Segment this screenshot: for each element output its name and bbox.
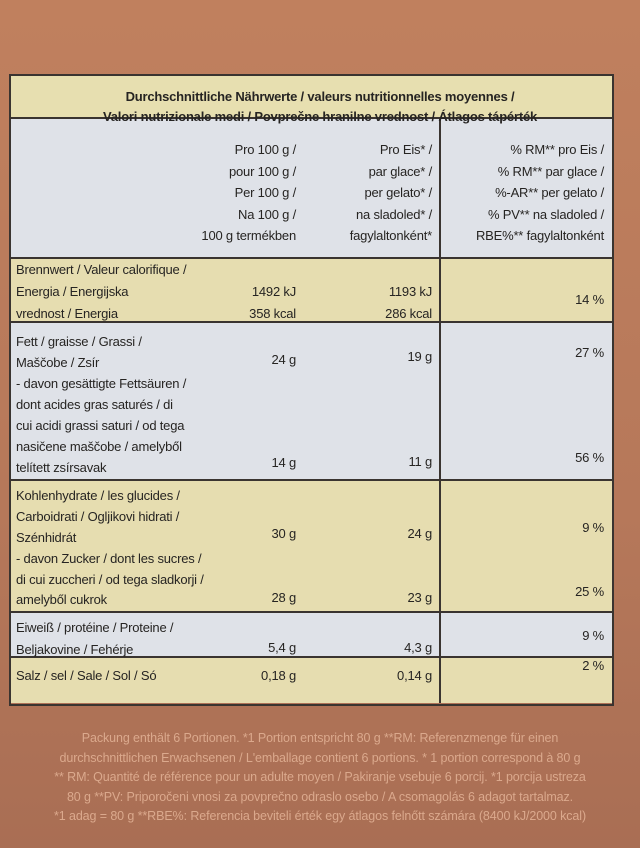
column-rule bbox=[439, 118, 441, 703]
footnote: durchschnittlichen Erwachsenen / L'embal… bbox=[59, 750, 581, 765]
footnote: Packung enthält 6 Portionen. *1 Portion … bbox=[81, 731, 559, 745]
nutrient-label: Maščobe / Zsír bbox=[16, 355, 100, 370]
nutrient-label: Energia / Energijska bbox=[16, 284, 129, 299]
column-header: RBE%** fagylaltonként bbox=[475, 228, 604, 243]
nutrient-value: 0,14 g bbox=[397, 668, 432, 683]
nutrient-label: Carboidrati / Ogljikovi hidrati / bbox=[16, 509, 180, 524]
nutrient-value: 5,4 g bbox=[268, 640, 296, 655]
rule bbox=[10, 611, 612, 613]
table-border bbox=[9, 74, 614, 706]
nutrient-value: 286 kcal bbox=[385, 306, 432, 321]
nutrient-value: 2 % bbox=[582, 658, 604, 673]
table-title: Durchschnittliche Nährwerte / valeurs nu… bbox=[125, 89, 515, 104]
rule bbox=[10, 321, 612, 323]
column-header: Pro Eis* / bbox=[379, 142, 432, 157]
column-header: pour 100 g / bbox=[229, 163, 296, 179]
column-header: 100 g termékben bbox=[201, 228, 296, 243]
rule bbox=[10, 656, 612, 658]
footnote: ** RM: Quantité de référence pour un adu… bbox=[54, 770, 586, 784]
energy-band bbox=[10, 258, 612, 322]
nutrient-value: 11 g bbox=[408, 454, 432, 469]
column-header: na sladoled* / bbox=[356, 206, 432, 222]
nutrient-label: vrednost / Energia bbox=[16, 306, 118, 321]
nutrient-label: telített zsírsavak bbox=[16, 460, 107, 475]
header-band bbox=[10, 118, 612, 258]
footnote: *1 adag = 80 g **RBE%: Referencia bevite… bbox=[53, 809, 587, 823]
nutrient-label: Eiweiß / protéine / Proteine / bbox=[16, 620, 174, 635]
table-title: Valori nutrizionale medi / Povprečne hra… bbox=[102, 109, 538, 124]
salt-band bbox=[10, 657, 612, 703]
nutrient-label: - davon Zucker / dont les sucres / bbox=[16, 551, 202, 566]
nutrient-value: 9 % bbox=[582, 628, 604, 643]
protein-band bbox=[10, 612, 612, 657]
nutrient-value: 24 g bbox=[407, 526, 432, 541]
nutrient-label: Fett / graisse / Grassi / bbox=[16, 334, 142, 349]
nutrient-label: - davon gesättigte Fettsäuren / bbox=[16, 376, 187, 391]
nutrient-label: dont acides gras saturés / di bbox=[16, 397, 173, 412]
nutrient-value: 23 g bbox=[407, 590, 432, 605]
nutrient-value: 30 g bbox=[271, 526, 296, 541]
nutrient-value: 9 % bbox=[582, 520, 604, 535]
nutrient-value: 19 g bbox=[407, 349, 432, 364]
rule bbox=[10, 117, 612, 119]
rule bbox=[10, 479, 612, 481]
nutrient-value: 28 g bbox=[271, 590, 296, 605]
column-header: Pro 100 g / bbox=[234, 142, 297, 157]
nutrient-value: 27 % bbox=[575, 345, 604, 360]
column-header: % RM** pro Eis / bbox=[510, 142, 604, 157]
column-header: Na 100 g / bbox=[238, 206, 296, 222]
nutrient-value: 14 g bbox=[271, 455, 296, 470]
title-band bbox=[10, 76, 612, 118]
nutrient-value: 56 % bbox=[575, 450, 604, 465]
nutrient-label: Kohlenhydrate / les glucides / bbox=[16, 488, 180, 503]
nutrient-label: Salz / sel / Sale / Sol / Só bbox=[16, 668, 157, 683]
nutrient-label: cui acidi grassi saturi / od tega bbox=[16, 418, 185, 433]
nutrient-label: di cui zuccheri / od tega sladkorji / bbox=[16, 572, 204, 587]
nutrient-value: 4,3 g bbox=[404, 640, 432, 655]
nutrient-value: 358 kcal bbox=[249, 306, 296, 321]
column-header: fagylaltonként* bbox=[349, 228, 432, 243]
nutrient-value: 0,18 g bbox=[261, 668, 296, 683]
nutrient-label: nasičene maščobe / amelyből bbox=[16, 439, 182, 454]
nutrient-label: Beljakovine / Fehérje bbox=[16, 642, 134, 657]
rule bbox=[10, 257, 612, 259]
nutrient-value: 1492 kJ bbox=[251, 284, 296, 299]
fat-band bbox=[10, 322, 612, 480]
nutrient-value: 1193 kJ bbox=[388, 284, 432, 299]
nutrient-value: 24 g bbox=[271, 352, 296, 367]
column-header: Per 100 g / bbox=[234, 185, 297, 200]
column-header: % RM** par glace / bbox=[497, 163, 604, 179]
nutrient-value: 25 % bbox=[575, 584, 604, 599]
nutrient-label: amelyből cukrok bbox=[16, 592, 107, 607]
column-header: % PV** na sladoled / bbox=[488, 206, 604, 222]
nutrient-label: Szénhidrát bbox=[16, 530, 77, 545]
column-header: per gelato* / bbox=[364, 185, 432, 200]
column-header: %-AR** per gelato / bbox=[495, 185, 604, 200]
column-header: par glace* / bbox=[368, 163, 433, 179]
footnote: 80 g **PV: Priporočeni vnosi za povprečn… bbox=[66, 789, 574, 804]
carb-band bbox=[10, 480, 612, 612]
nutrient-label: Brennwert / Valeur calorifique / bbox=[16, 262, 187, 277]
nutrient-value: 14 % bbox=[575, 292, 604, 307]
